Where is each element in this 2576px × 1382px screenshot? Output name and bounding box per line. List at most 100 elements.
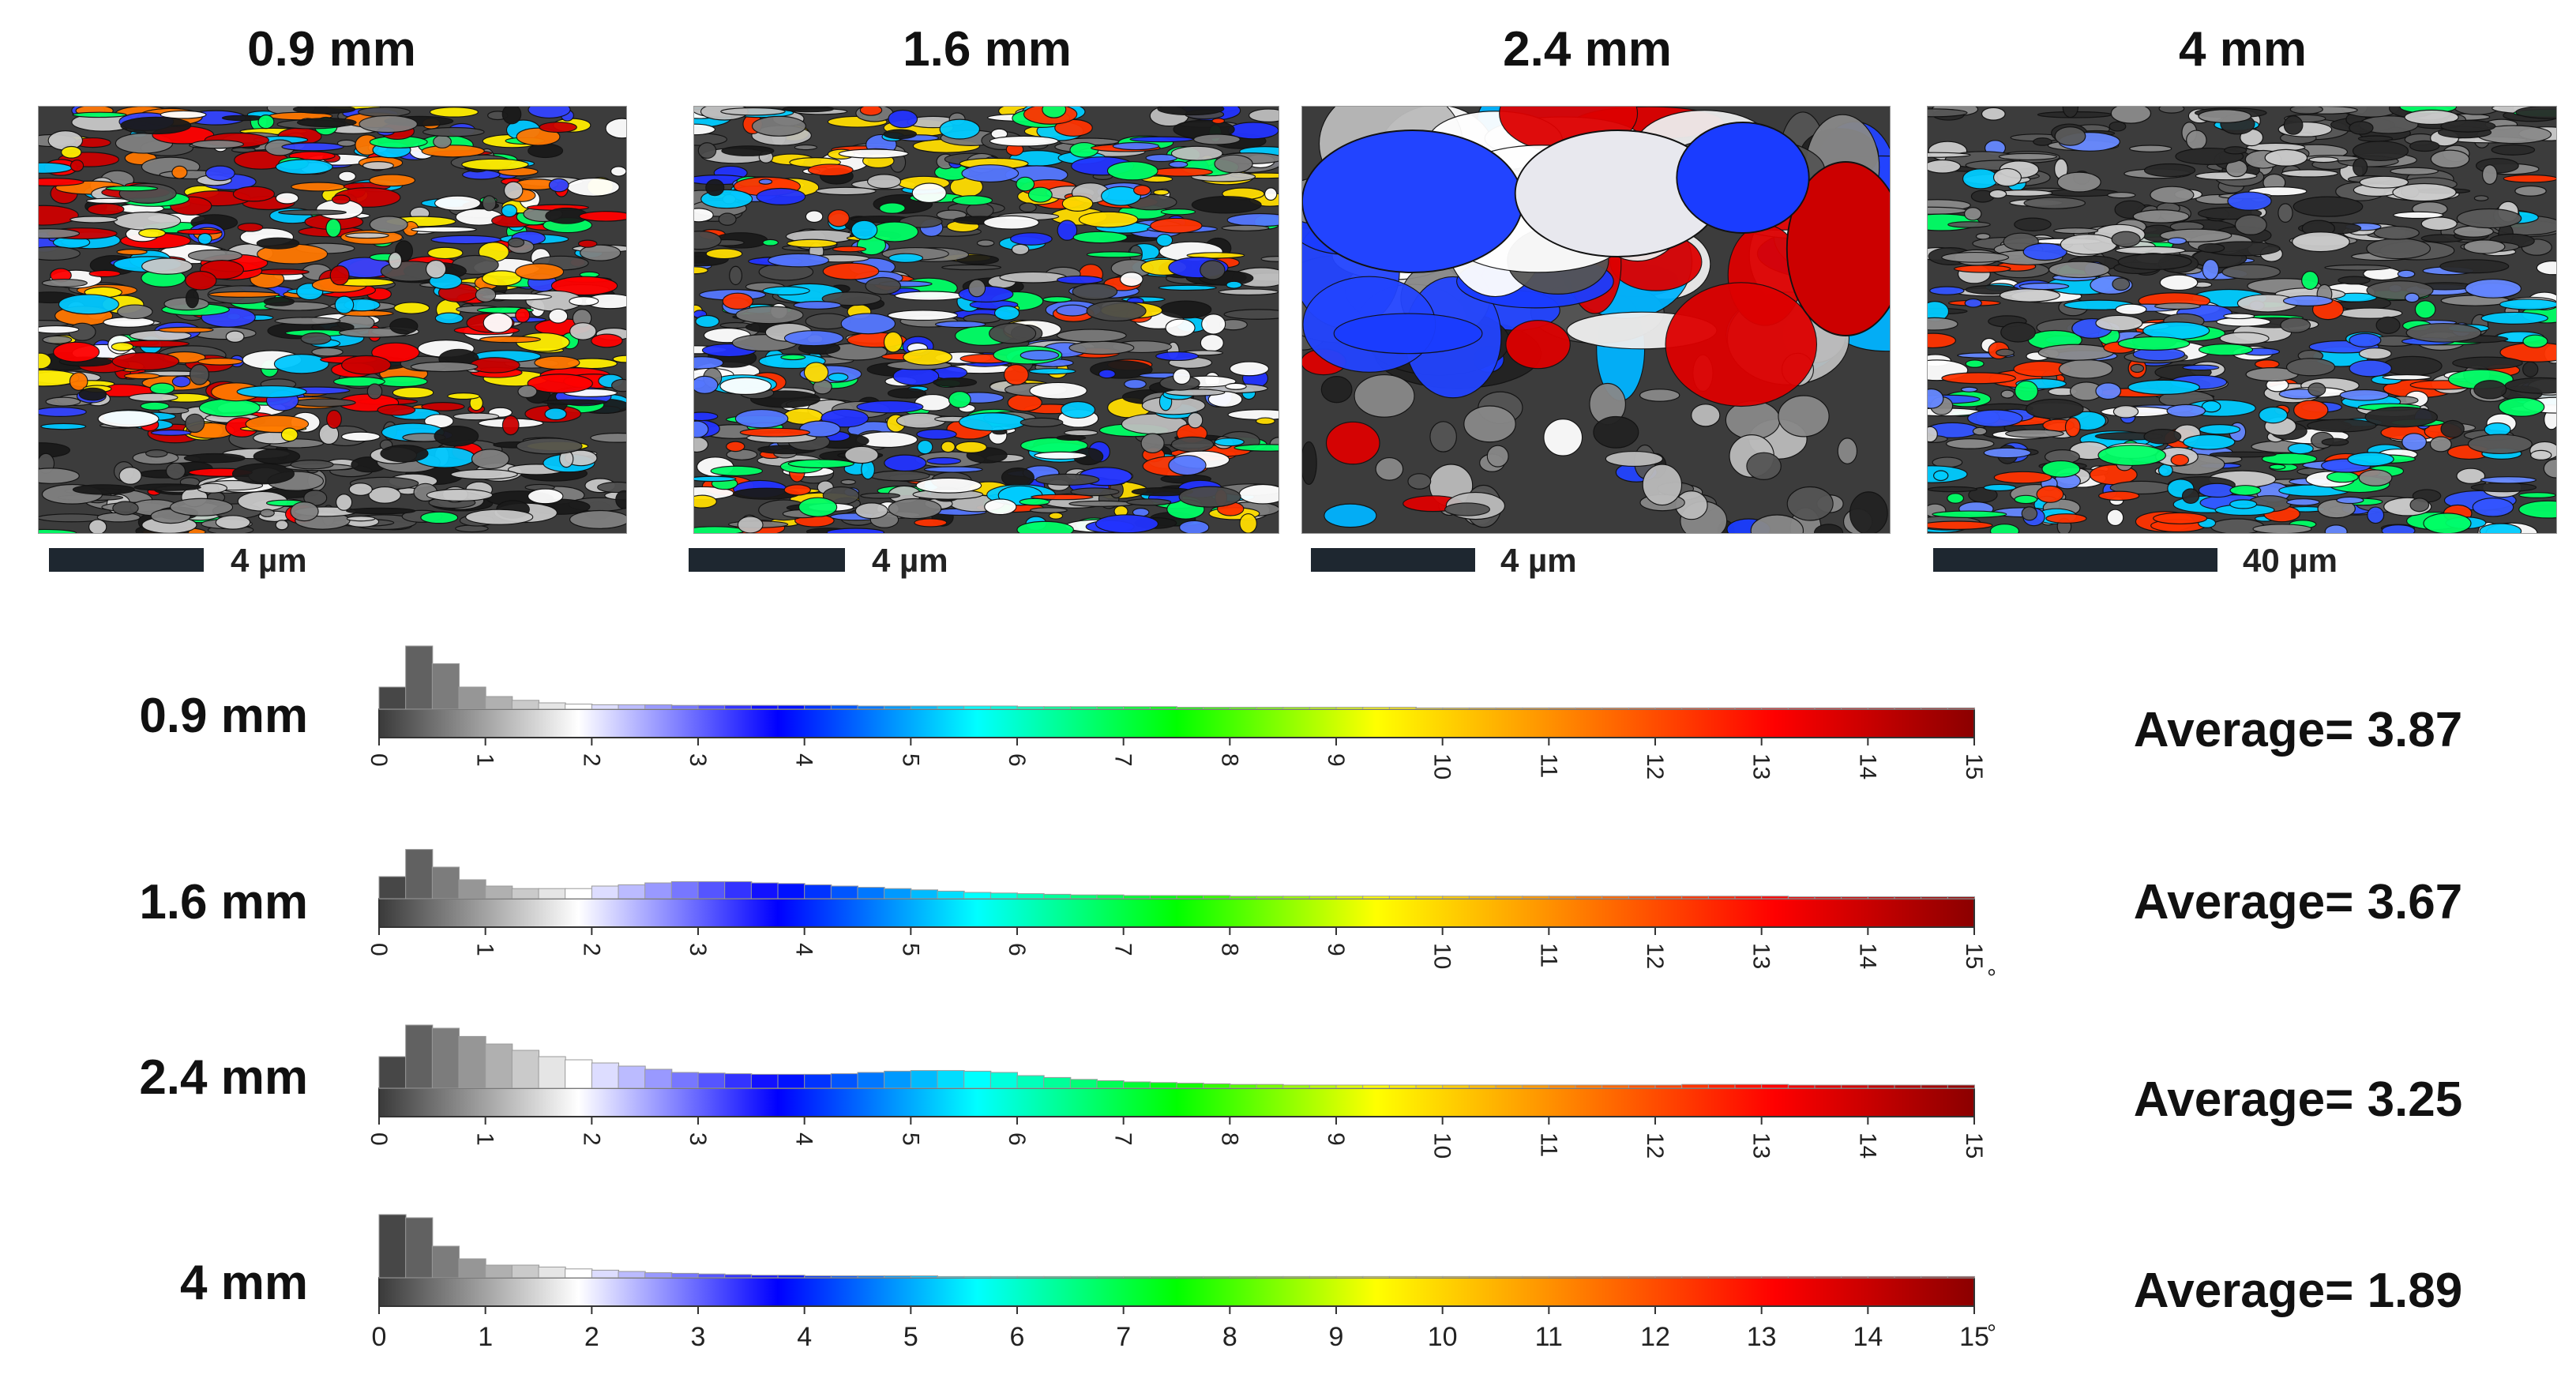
histogram-bar <box>1362 896 1391 899</box>
histogram-bar <box>1707 1275 1737 1279</box>
histogram-bar <box>989 705 1018 710</box>
histogram-bar <box>1043 1076 1072 1089</box>
histogram-bar <box>1256 896 1284 899</box>
histogram-bar <box>1335 1275 1364 1279</box>
histogram-bar <box>1548 1084 1577 1089</box>
histogram-bar <box>1602 896 1630 899</box>
histogram-bar <box>1069 1275 1098 1279</box>
histogram-bar <box>1761 1083 1789 1089</box>
x-tick-label: 12 <box>1640 1322 1670 1352</box>
x-tick-label: 7 <box>1110 1132 1136 1146</box>
histogram-bar <box>1495 1275 1523 1279</box>
histogram-bar <box>937 890 965 899</box>
x-tick-label: 10 <box>1429 1132 1455 1159</box>
histogram-bar <box>618 1065 646 1089</box>
histogram-bar <box>777 704 805 710</box>
histogram-bar <box>1867 707 1896 710</box>
histogram-bar <box>670 881 700 899</box>
x-tick-label: 11 <box>1535 1322 1563 1352</box>
x-tick-label: 13 <box>1748 753 1774 779</box>
histogram-bar <box>1707 896 1737 899</box>
scale-label-1: 4 µm <box>872 542 948 579</box>
x-tick-label: 2 <box>578 943 604 956</box>
histogram-bar <box>485 696 513 710</box>
histogram-bar <box>1282 896 1311 899</box>
histogram-bar <box>1522 1084 1550 1089</box>
x-tick-label: 2 <box>578 1132 604 1146</box>
histogram-bar <box>963 1070 992 1089</box>
histogram-bar <box>1203 1083 1231 1089</box>
histogram-bar <box>697 1273 726 1279</box>
histogram-bar <box>1043 1275 1072 1279</box>
histogram-bar <box>1282 1275 1311 1279</box>
histogram-bar <box>1947 896 1976 899</box>
histogram-bar <box>1442 896 1470 899</box>
histogram-bar <box>777 1073 805 1089</box>
x-tick-label: 0 <box>366 1132 392 1146</box>
histogram-bar <box>1016 1275 1045 1279</box>
histogram-bar <box>458 1258 486 1279</box>
histogram-bar <box>804 884 832 899</box>
x-tick-label: 12 <box>1642 1132 1668 1159</box>
histogram-bar <box>857 1275 885 1279</box>
x-tick-label: 14 <box>1854 753 1880 779</box>
x-tick-label: 0 <box>372 1322 387 1352</box>
histogram-bar <box>458 879 486 899</box>
histogram-bar <box>884 705 912 710</box>
histogram-bar <box>1362 1084 1391 1089</box>
histogram-bar <box>1176 1275 1204 1279</box>
ebsd-map-texture <box>39 107 626 533</box>
histogram-bar <box>1123 1081 1151 1089</box>
histogram-bar <box>431 1027 460 1089</box>
histogram-bar <box>963 892 992 899</box>
histogram-bar <box>884 1070 912 1089</box>
histogram-bar <box>1256 707 1284 710</box>
histogram-bar <box>910 705 938 710</box>
histogram-svg: 0 1 2 3 4 5 6 7 8 9 10 11 12 13 14 15 <box>366 1024 1987 1159</box>
color-key-bar <box>378 898 1975 928</box>
histogram-bar <box>857 705 885 710</box>
histogram-bar <box>910 1275 938 1279</box>
histogram-bar <box>1814 1275 1842 1279</box>
x-tick-label: 14 <box>1854 1132 1880 1159</box>
x-tick-label: 0 <box>366 943 392 956</box>
histogram-bar <box>1814 707 1842 710</box>
histogram-bar <box>1096 894 1125 899</box>
color-key-bar <box>378 1087 1975 1117</box>
histogram-bar <box>565 704 593 710</box>
histogram-bar <box>1681 1083 1710 1089</box>
histogram-bar <box>591 1062 620 1089</box>
x-tick-label: 11 <box>1535 943 1561 967</box>
histogram-bar <box>591 1269 620 1279</box>
histogram-bar <box>405 1217 434 1279</box>
histogram-bar <box>1894 896 1922 899</box>
histogram-bar <box>1841 707 1869 710</box>
histogram-bar <box>1707 1083 1737 1089</box>
average-label-3: Average= 1.89 <box>2133 1264 2463 1318</box>
histogram-bar <box>963 1275 992 1279</box>
x-tick-label: 4 <box>797 1322 812 1352</box>
misorientation-histogram-3: 0 1 2 3 4 5 6 7 8 9 10 11 12 13 14 15 ° <box>371 1208 2014 1382</box>
histogram-bar <box>1787 1084 1816 1089</box>
histogram-bar <box>1628 1275 1657 1279</box>
histogram-bar <box>1096 1080 1125 1089</box>
x-tick-label: 5 <box>903 1322 918 1352</box>
histogram-bar <box>1016 1075 1045 1089</box>
histogram-bar <box>857 887 885 899</box>
histogram-bar <box>1123 706 1151 710</box>
histogram-bar <box>511 1264 539 1279</box>
histogram-bar <box>1415 896 1444 899</box>
histogram-bar <box>1894 1084 1922 1089</box>
histogram-bar <box>1628 1084 1657 1089</box>
histogram-bar <box>1335 707 1364 710</box>
x-tick-label: 7 <box>1110 943 1136 956</box>
histogram-bar <box>1787 896 1816 899</box>
histogram-bar <box>431 866 460 899</box>
ebsd-map-texture <box>1302 107 1890 533</box>
histogram-bar <box>884 1275 912 1279</box>
histogram-bar <box>1016 893 1045 899</box>
x-tick-label: 12 <box>1642 943 1668 969</box>
histogram-bar <box>777 1275 805 1279</box>
histogram-bar <box>378 1056 407 1089</box>
x-tick-label: 7 <box>1116 1322 1131 1352</box>
